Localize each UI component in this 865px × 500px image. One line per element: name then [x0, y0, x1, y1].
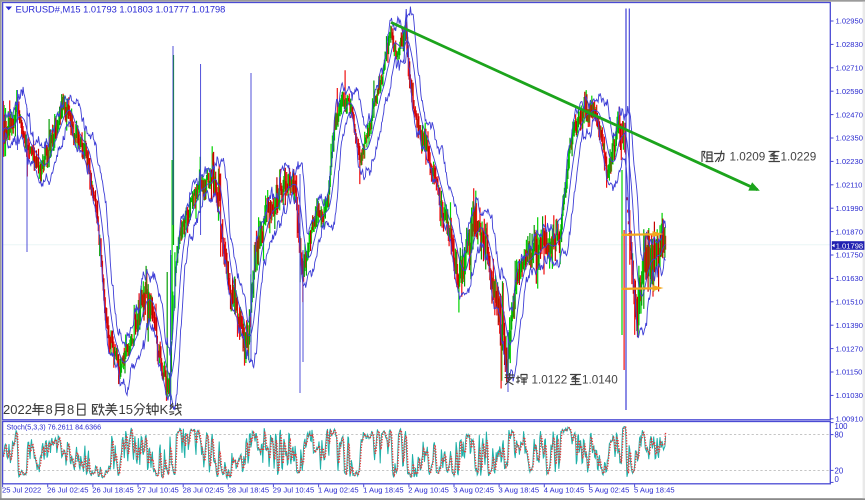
svg-text:3 Aug 18:45: 3 Aug 18:45: [499, 486, 540, 495]
svg-text:3 Aug 02:45: 3 Aug 02:45: [453, 486, 494, 495]
svg-text:100: 100: [835, 422, 849, 431]
svg-text:1.02590: 1.02590: [836, 87, 863, 96]
svg-text:20: 20: [835, 466, 844, 475]
svg-text:1 Aug 18:45: 1 Aug 18:45: [363, 486, 404, 495]
svg-text:1.01798: 1.01798: [836, 241, 863, 250]
svg-text:1.0229: 1.0229: [781, 150, 817, 163]
svg-text:8: 8: [46, 402, 53, 417]
svg-text:25 Jul 2022: 25 Jul 2022: [2, 486, 41, 495]
svg-text:K: K: [160, 402, 169, 417]
svg-text:1.01990: 1.01990: [836, 204, 863, 213]
svg-text:1.02110: 1.02110: [836, 181, 863, 190]
svg-text:1.0122: 1.0122: [532, 373, 568, 386]
svg-text:EURUSD#,M15 1.01793 1.01803 1: EURUSD#,M15 1.01793 1.01803 1.01777 1.01…: [16, 4, 226, 14]
svg-text:1.01630: 1.01630: [836, 274, 863, 283]
svg-text:1.02230: 1.02230: [836, 157, 863, 166]
svg-text:26 Jul 02:45: 26 Jul 02:45: [47, 486, 88, 495]
svg-text:Stoch(5,3,3) 76.2611 84.6366: Stoch(5,3,3) 76.2611 84.6366: [7, 423, 102, 432]
svg-text:1.0140: 1.0140: [582, 373, 618, 386]
svg-text:1.01150: 1.01150: [836, 368, 863, 377]
svg-text:27 Jul 10:45: 27 Jul 10:45: [137, 486, 178, 495]
svg-text:1.00910: 1.00910: [836, 415, 863, 424]
svg-text:8: 8: [67, 402, 74, 417]
svg-text:5 Aug 18:45: 5 Aug 18:45: [634, 486, 675, 495]
svg-text:1.02470: 1.02470: [836, 110, 863, 119]
svg-text:28 Jul 18:45: 28 Jul 18:45: [228, 486, 269, 495]
svg-text:26 Jul 18:45: 26 Jul 18:45: [92, 486, 133, 495]
svg-text:15: 15: [119, 402, 133, 417]
svg-text:1.0209: 1.0209: [730, 150, 766, 163]
svg-text:1.01270: 1.01270: [836, 344, 863, 353]
svg-text:1.01750: 1.01750: [836, 251, 863, 260]
svg-text:80: 80: [835, 431, 844, 440]
svg-text:28 Jul 02:45: 28 Jul 02:45: [183, 486, 224, 495]
svg-text:1.01390: 1.01390: [836, 321, 863, 330]
svg-text:2 Aug 10:45: 2 Aug 10:45: [408, 486, 449, 495]
svg-text:1 Aug 02:45: 1 Aug 02:45: [318, 486, 359, 495]
svg-text:1.02830: 1.02830: [836, 40, 863, 49]
svg-text:5 Aug 02:45: 5 Aug 02:45: [589, 486, 630, 495]
svg-text:4 Aug 10:45: 4 Aug 10:45: [544, 486, 585, 495]
svg-text:2022: 2022: [3, 402, 32, 417]
svg-text:1.02950: 1.02950: [836, 17, 863, 26]
svg-text:29 Jul 10:45: 29 Jul 10:45: [273, 486, 314, 495]
svg-text:1.02350: 1.02350: [836, 134, 863, 143]
svg-text:1.01510: 1.01510: [836, 298, 863, 307]
svg-text:0: 0: [835, 475, 840, 484]
svg-text:1.01030: 1.01030: [836, 391, 863, 400]
svg-text:1.01870: 1.01870: [836, 227, 863, 236]
svg-text:1.02710: 1.02710: [836, 64, 863, 73]
